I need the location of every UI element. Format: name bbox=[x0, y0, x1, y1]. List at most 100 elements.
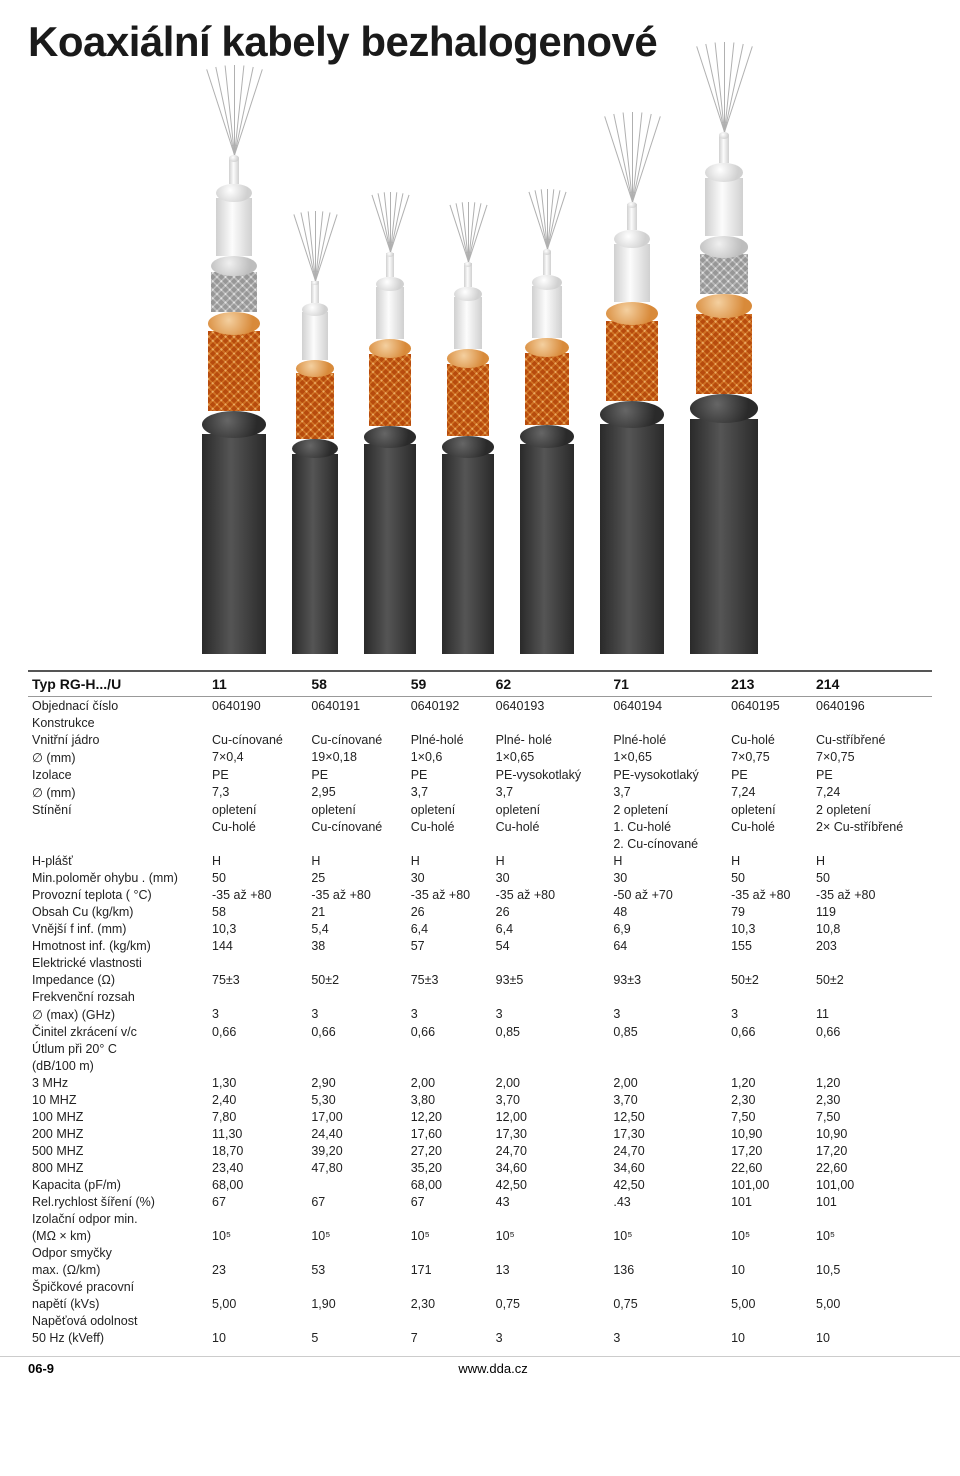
cell: 3,7 bbox=[407, 783, 492, 801]
cell: 7,24 bbox=[812, 783, 932, 801]
cell: 23 bbox=[208, 1261, 307, 1278]
cell: 10,3 bbox=[727, 920, 812, 937]
cell: Cu-holé bbox=[492, 818, 610, 835]
cell: 10⁵ bbox=[492, 1227, 610, 1244]
cell: 101,00 bbox=[727, 1176, 812, 1193]
cell bbox=[727, 714, 812, 731]
row-label: 100 MHZ bbox=[28, 1108, 208, 1125]
cell: 3 bbox=[609, 1005, 727, 1023]
cell bbox=[407, 1210, 492, 1227]
cell bbox=[407, 954, 492, 971]
cell: 21 bbox=[307, 903, 406, 920]
cell bbox=[812, 714, 932, 731]
row-label: (MΩ × km) bbox=[28, 1227, 208, 1244]
cell: 34,60 bbox=[609, 1159, 727, 1176]
cell: 0,66 bbox=[208, 1023, 307, 1040]
cell: 6,9 bbox=[609, 920, 727, 937]
cell: 2. Cu-cínované bbox=[609, 835, 727, 852]
cell: 10,8 bbox=[812, 920, 932, 937]
cell: 17,60 bbox=[407, 1125, 492, 1142]
cell bbox=[307, 1278, 406, 1295]
cell: -50 až +70 bbox=[609, 886, 727, 903]
cell bbox=[208, 714, 307, 731]
cable-1 bbox=[292, 211, 338, 654]
cell: 136 bbox=[609, 1261, 727, 1278]
cell: 6,4 bbox=[407, 920, 492, 937]
row-label bbox=[28, 835, 208, 852]
cell: Cu-stříbřené bbox=[812, 731, 932, 748]
table-row: ∅ (mm)7,32,953,73,73,77,247,24 bbox=[28, 783, 932, 801]
cell: 22,60 bbox=[812, 1159, 932, 1176]
cell: 1,20 bbox=[727, 1074, 812, 1091]
cell bbox=[609, 1244, 727, 1261]
cell: 93±3 bbox=[609, 971, 727, 988]
cable-6 bbox=[690, 42, 758, 654]
cell bbox=[208, 1312, 307, 1329]
row-label: H-plášť bbox=[28, 852, 208, 869]
cell: PE bbox=[407, 766, 492, 783]
table-row: Vnitřní jádroCu-cínovanéCu-cínovanéPlné-… bbox=[28, 731, 932, 748]
type-code-5: 213 bbox=[727, 671, 812, 697]
cell: 10⁵ bbox=[307, 1227, 406, 1244]
cell: 7,80 bbox=[208, 1108, 307, 1125]
header-label: Typ RG-H.../U bbox=[28, 671, 208, 697]
table-row: Konstrukce bbox=[28, 714, 932, 731]
cell: -35 až +80 bbox=[407, 886, 492, 903]
table-row: ∅ (mm)7×0,419×0,181×0,61×0,651×0,657×0,7… bbox=[28, 748, 932, 766]
cell bbox=[812, 988, 932, 1005]
cell: 2,90 bbox=[307, 1074, 406, 1091]
row-label: 800 MHZ bbox=[28, 1159, 208, 1176]
type-code-0: 11 bbox=[208, 671, 307, 697]
cell bbox=[307, 1210, 406, 1227]
cell: opletení bbox=[307, 801, 406, 818]
cell: 42,50 bbox=[492, 1176, 610, 1193]
cell bbox=[208, 988, 307, 1005]
table-row: Rel.rychlost šíření (%)67676743.43101101 bbox=[28, 1193, 932, 1210]
row-label: Napěťová odolnost bbox=[28, 1312, 208, 1329]
row-label: napětí (kVs) bbox=[28, 1295, 208, 1312]
cell bbox=[307, 835, 406, 852]
row-label: (dB/100 m) bbox=[28, 1057, 208, 1074]
cell: 119 bbox=[812, 903, 932, 920]
cell bbox=[208, 1278, 307, 1295]
row-label: Vnější f inf. (mm) bbox=[28, 920, 208, 937]
cell: 3,7 bbox=[492, 783, 610, 801]
cell: Plné- holé bbox=[492, 731, 610, 748]
row-label: Hmotnost inf. (kg/km) bbox=[28, 937, 208, 954]
cell: 24,70 bbox=[492, 1142, 610, 1159]
cell bbox=[407, 1312, 492, 1329]
cell bbox=[407, 988, 492, 1005]
cell: 0,75 bbox=[492, 1295, 610, 1312]
cell: 203 bbox=[812, 937, 932, 954]
table-row: (MΩ × km)10⁵10⁵10⁵10⁵10⁵10⁵10⁵ bbox=[28, 1227, 932, 1244]
cell: 10 bbox=[812, 1329, 932, 1346]
cell: 3 bbox=[492, 1329, 610, 1346]
cell: 0640194 bbox=[609, 697, 727, 715]
row-label: Frekvenční rozsah bbox=[28, 988, 208, 1005]
cell: 1. Cu-holé bbox=[609, 818, 727, 835]
table-row: napětí (kVs)5,001,902,300,750,755,005,00 bbox=[28, 1295, 932, 1312]
cell: H bbox=[208, 852, 307, 869]
table-row: ∅ (max) (GHz)33333311 bbox=[28, 1005, 932, 1023]
cell: 17,30 bbox=[609, 1125, 727, 1142]
row-label: Min.poloměr ohybu . (mm) bbox=[28, 869, 208, 886]
cell: PE bbox=[307, 766, 406, 783]
cell: 0,66 bbox=[407, 1023, 492, 1040]
cell: 24,70 bbox=[609, 1142, 727, 1159]
cell: Cu-cínované bbox=[307, 731, 406, 748]
cell bbox=[609, 1210, 727, 1227]
cell: 23,40 bbox=[208, 1159, 307, 1176]
cell bbox=[727, 988, 812, 1005]
cell: -35 až +80 bbox=[208, 886, 307, 903]
cell: 7×0,75 bbox=[812, 748, 932, 766]
table-row: Činitel zkrácení v/c0,660,660,660,850,85… bbox=[28, 1023, 932, 1040]
cell: 1,20 bbox=[812, 1074, 932, 1091]
row-label: 10 MHZ bbox=[28, 1091, 208, 1108]
cell: 48 bbox=[609, 903, 727, 920]
cell: 1×0,6 bbox=[407, 748, 492, 766]
cell: 3 bbox=[307, 1005, 406, 1023]
cell: 39,20 bbox=[307, 1142, 406, 1159]
cell: 10 bbox=[727, 1261, 812, 1278]
row-label: max. (Ω/km) bbox=[28, 1261, 208, 1278]
row-label: 200 MHZ bbox=[28, 1125, 208, 1142]
